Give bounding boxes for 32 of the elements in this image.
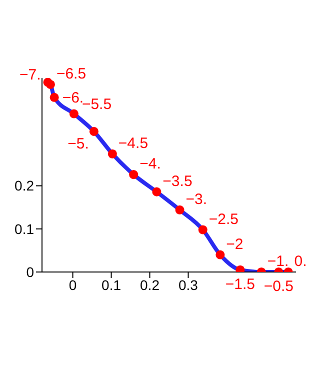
point [69, 109, 78, 118]
annotation: −2.5 [208, 210, 238, 228]
point [46, 80, 55, 89]
annotation: −4. [140, 156, 161, 173]
y-tick-label: 0.2 [14, 178, 34, 194]
annotation: −6.5 [56, 65, 86, 82]
annotation: −1.5 [225, 276, 256, 293]
x-tick-label: 0.1 [102, 276, 122, 293]
y-tick-label: 0.1 [14, 220, 34, 237]
x-tick-label: 0.3 [178, 276, 198, 293]
annotation: −5.5 [82, 96, 112, 113]
annotation: −2 [226, 236, 244, 253]
annotation: −6. [62, 89, 84, 106]
x-tick-label: 0 [68, 276, 77, 293]
point [129, 170, 138, 180]
annotation: −7. [19, 66, 41, 84]
annotation: −0.5 [264, 278, 294, 295]
annotation: −1. [267, 253, 289, 270]
annotation: 0. [294, 253, 307, 270]
point [89, 126, 98, 136]
point [198, 225, 208, 234]
point [216, 250, 225, 260]
y-tick-label: 0 [26, 264, 34, 280]
point [50, 92, 59, 102]
point [152, 187, 162, 196]
annotation: −3. [186, 190, 208, 208]
annotation: −4.5 [118, 134, 148, 152]
point [108, 149, 117, 158]
annotation: −5. [68, 135, 89, 152]
x-tick-label: 0.2 [140, 276, 160, 293]
annotation: −3.5 [162, 172, 192, 190]
point [175, 205, 184, 214]
